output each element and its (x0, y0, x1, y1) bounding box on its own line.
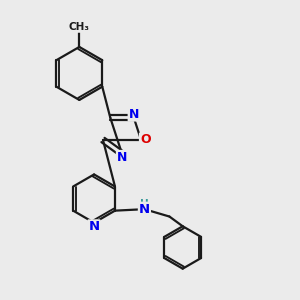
Text: N: N (139, 203, 150, 216)
Text: N: N (88, 220, 100, 233)
Text: CH₃: CH₃ (69, 22, 90, 32)
Text: N: N (129, 108, 139, 121)
Text: O: O (140, 134, 151, 146)
Text: H: H (140, 199, 149, 209)
Text: N: N (117, 151, 127, 164)
